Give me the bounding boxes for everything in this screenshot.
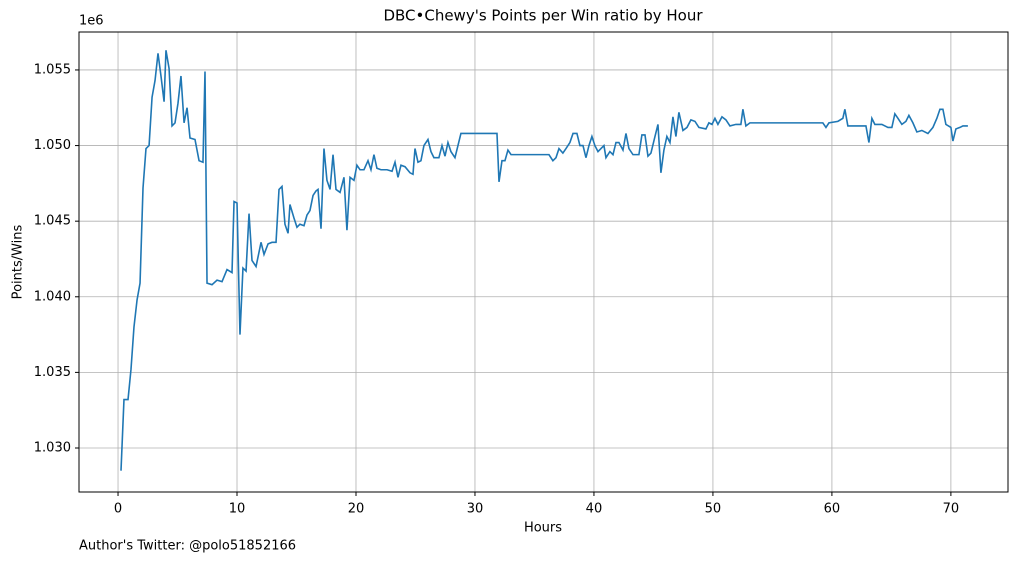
x-axis-label: Hours xyxy=(524,521,562,536)
x-tick-label: 50 xyxy=(705,502,722,517)
y-tick-label: 1.040 xyxy=(34,289,71,304)
x-tick-label: 0 xyxy=(114,502,122,517)
x-tick-label: 70 xyxy=(943,502,960,517)
data-line xyxy=(120,50,968,471)
x-tick-label: 10 xyxy=(229,502,246,517)
y-tick-label: 1.030 xyxy=(34,440,71,455)
x-tick-label: 40 xyxy=(586,502,603,517)
y-offset-label: 1e6 xyxy=(79,14,104,29)
x-tick-label: 30 xyxy=(467,502,484,517)
y-axis-label: Points/Wins xyxy=(11,224,26,299)
y-tick-label: 1.045 xyxy=(34,214,71,229)
footer: Author's Twitter: @polo51852166 xyxy=(79,539,296,554)
y-tick-label: 1.050 xyxy=(34,138,71,153)
plot-frame xyxy=(78,31,1009,493)
y-tick-label: 1.035 xyxy=(34,365,71,380)
y-tick-label: 1.055 xyxy=(34,62,71,77)
x-tick-label: 60 xyxy=(824,502,841,517)
chart-title: DBC•Chewy's Points per Win ratio by Hour xyxy=(383,7,703,25)
x-tick-label: 20 xyxy=(348,502,365,517)
